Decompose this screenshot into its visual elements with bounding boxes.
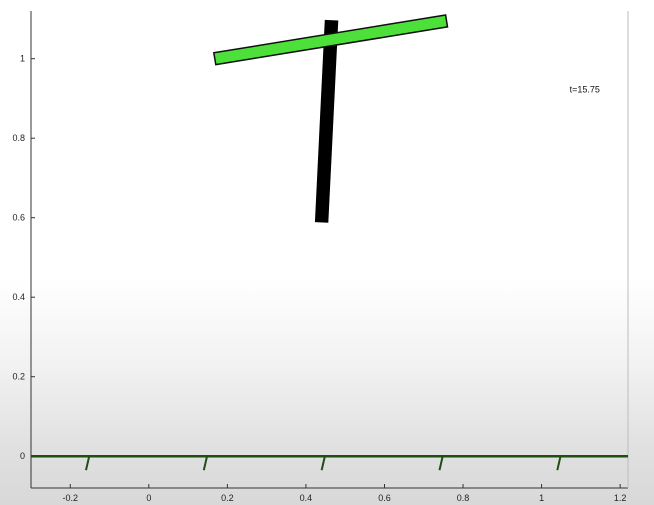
ground-hatch-icon xyxy=(320,456,326,471)
y-tick-label: 0.4 xyxy=(12,292,25,302)
x-tick-label: 0.4 xyxy=(300,493,313,503)
ground-hatch-icon xyxy=(438,456,444,471)
x-tick-label: 0.6 xyxy=(378,493,391,503)
y-tick-label: 0.6 xyxy=(12,213,25,223)
x-tick-label: 0.2 xyxy=(221,493,234,503)
y-tick-label: 0.8 xyxy=(12,133,25,143)
ground-hatch-icon xyxy=(202,456,208,471)
time-label: t=15.75 xyxy=(570,84,600,94)
x-tick-label: 1.2 xyxy=(614,493,627,503)
y-tick-label: 0.2 xyxy=(12,372,25,382)
x-tick-label: -0.2 xyxy=(63,493,79,503)
x-tick-label: 0.8 xyxy=(457,493,470,503)
x-tick-label: 1 xyxy=(539,493,544,503)
y-tick-label: 0 xyxy=(20,451,25,461)
x-tick-label: 0 xyxy=(146,493,151,503)
balance-platform xyxy=(212,14,449,66)
ground-hatch-icon xyxy=(85,456,90,471)
pendulum-pole xyxy=(314,19,339,223)
ground-hatch-icon xyxy=(556,456,562,471)
y-tick-label: 1 xyxy=(20,54,25,64)
